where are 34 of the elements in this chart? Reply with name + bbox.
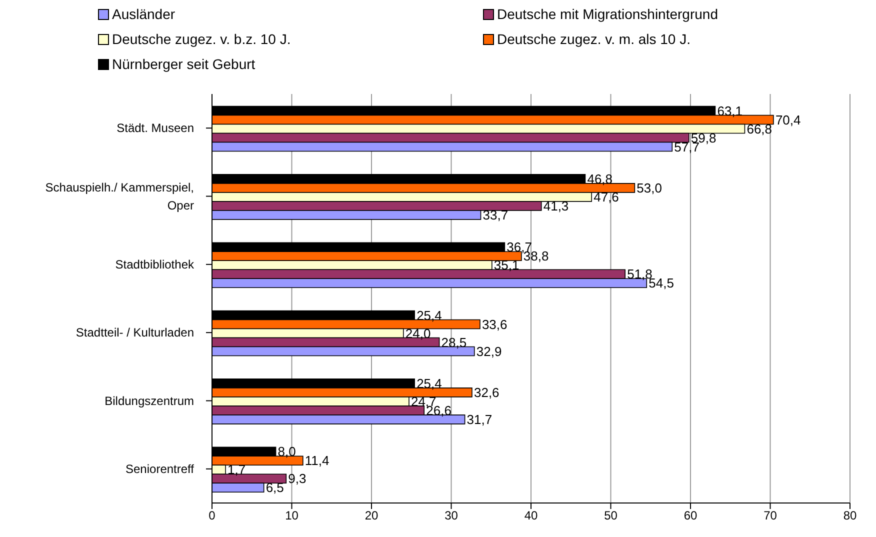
x-tick-label: 40 bbox=[524, 508, 538, 523]
y-tick-label: Bildungszentrum bbox=[104, 394, 194, 408]
y-tick-label: Städt. Museen bbox=[116, 121, 194, 136]
data-label: 53,0 bbox=[636, 180, 662, 196]
y-tick-label: Stadtbibliothek bbox=[115, 257, 195, 272]
data-label: 33,7 bbox=[482, 208, 508, 223]
data-label: 41,3 bbox=[543, 198, 569, 214]
x-tick-label: 10 bbox=[285, 508, 299, 523]
legend-label: Deutsche mit Migrationshintergrund bbox=[497, 6, 718, 22]
x-tick-label: 20 bbox=[364, 508, 378, 523]
legend-label: Deutsche zugez. v. m. als 10 J. bbox=[497, 31, 690, 47]
data-label: 8,0 bbox=[278, 444, 296, 460]
x-tick-label: 70 bbox=[764, 508, 778, 523]
data-label: 70,4 bbox=[775, 112, 801, 128]
data-label: 32,6 bbox=[474, 385, 500, 400]
x-tick-label: 50 bbox=[604, 508, 618, 523]
legend-label: Deutsche zugez. v. b.z. 10 J. bbox=[112, 31, 291, 47]
y-tick-label: Seniorentreff bbox=[126, 462, 195, 476]
legend-label: Nürnberger seit Geburt bbox=[112, 56, 256, 72]
data-label: 66,8 bbox=[746, 121, 772, 136]
y-tick-label: Schauspielh./ Kammerspiel, Oper bbox=[45, 180, 194, 212]
data-label: 59,8 bbox=[690, 130, 716, 146]
data-label: 31,7 bbox=[466, 412, 492, 428]
data-label: 47,6 bbox=[594, 190, 619, 205]
data-label: 9,3 bbox=[288, 471, 306, 486]
x-tick-label: 60 bbox=[684, 508, 698, 523]
legend-label: Ausländer bbox=[112, 6, 176, 22]
x-tick-label: 0 bbox=[208, 508, 216, 523]
data-label: 32,9 bbox=[476, 344, 502, 359]
y-tick-label: Stadtteil- / Kulturladen bbox=[76, 326, 194, 340]
x-tick-label: 30 bbox=[444, 508, 458, 523]
data-label: 11,4 bbox=[304, 453, 330, 468]
x-tick-label: 80 bbox=[843, 508, 857, 523]
data-label: 33,6 bbox=[482, 316, 508, 332]
